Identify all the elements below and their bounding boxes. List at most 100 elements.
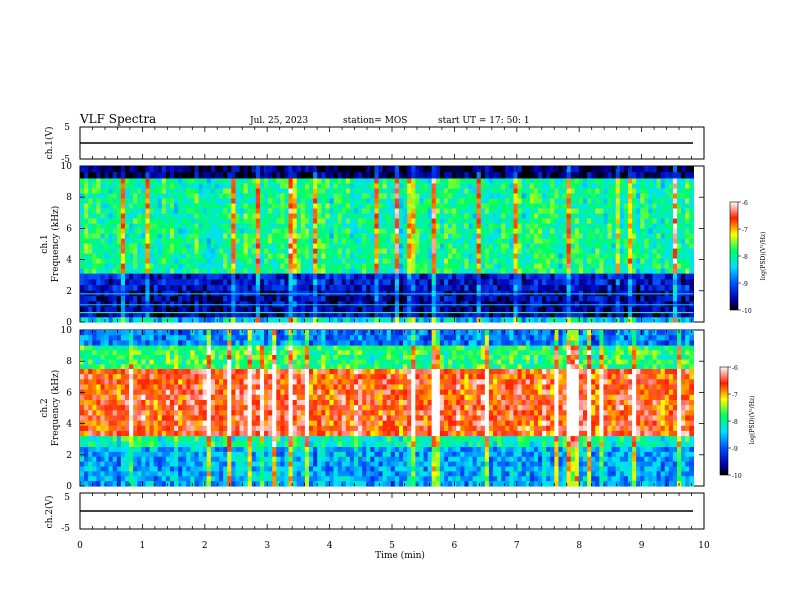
- spec1-cell: [664, 253, 670, 260]
- spec1-cell: [108, 306, 114, 313]
- spec1-cell: [493, 258, 498, 265]
- spec1-cell: [677, 248, 682, 255]
- spec1-cell: [403, 178, 408, 185]
- spec1-cell: [574, 279, 580, 286]
- spec1-cell: [349, 218, 355, 225]
- spec1-cell: [648, 312, 654, 318]
- spec1-cell: [435, 223, 441, 230]
- spec1-cell: [251, 243, 257, 250]
- spec1-cell: [349, 317, 355, 323]
- spec1-cell: [272, 208, 277, 215]
- spec1-cell: [116, 166, 122, 173]
- spec1-cell: [96, 183, 102, 190]
- spec1-cell: [129, 198, 134, 205]
- spec1-cell: [484, 233, 490, 240]
- spec1-cell: [627, 183, 633, 190]
- spec1-cell: [374, 188, 380, 195]
- spec1-cell: [235, 273, 241, 280]
- spec1-cell: [501, 188, 506, 195]
- spec2-cell: [186, 335, 192, 341]
- spec1-cell: [202, 285, 208, 292]
- spec1-cell: [88, 279, 93, 286]
- spec1-cell: [636, 273, 641, 280]
- spec2-cell: [681, 330, 686, 336]
- spec1-cell: [116, 243, 122, 250]
- spec1-cell: [288, 285, 294, 292]
- spec1-cell: [349, 223, 355, 230]
- spec1-cell: [427, 166, 433, 173]
- spec1-cell: [374, 172, 380, 180]
- spec1-cell: [456, 273, 461, 280]
- spec1-cell: [276, 218, 281, 225]
- spec1-cell: [280, 213, 286, 220]
- spec1-cell: [525, 306, 531, 313]
- spec1-cell: [214, 208, 220, 215]
- spec1-cell: [640, 198, 645, 205]
- spec1-cell: [120, 248, 126, 255]
- spec1-cell: [337, 208, 343, 215]
- spec1-cell: [415, 178, 421, 185]
- spec1-cell: [153, 243, 159, 250]
- spec1-cell: [309, 296, 314, 302]
- spec1-cell: [460, 183, 465, 190]
- spec1-cell: [337, 183, 343, 190]
- spec1-cell: [456, 306, 461, 313]
- spec1-cell: [427, 203, 433, 210]
- spec1-cell: [513, 306, 519, 313]
- spec1-cell: [493, 213, 498, 220]
- spec1-cell: [501, 228, 506, 235]
- spec1-cell: [525, 203, 531, 210]
- spec1-cell: [190, 228, 196, 235]
- spec1-cell: [488, 312, 494, 318]
- spec1-cell: [280, 263, 286, 270]
- spec1-cell: [239, 312, 245, 318]
- spec1-cell: [533, 253, 539, 260]
- spec1-cell: [333, 279, 339, 286]
- spec1-cell: [182, 306, 187, 313]
- spec1-cell: [206, 208, 212, 215]
- spec1-cell: [460, 312, 465, 318]
- spec1-cell: [386, 285, 392, 292]
- spec1-cell: [227, 218, 232, 225]
- spec1-cell: [668, 317, 674, 323]
- spec1-cell: [353, 285, 359, 292]
- spec1-cell: [533, 233, 539, 240]
- spec1-cell: [264, 188, 269, 195]
- spec1-cell: [431, 296, 437, 302]
- spec1-cell: [668, 312, 674, 318]
- spec1-cell: [284, 208, 290, 215]
- spec1-cell: [603, 203, 609, 210]
- spec1-cell: [685, 193, 690, 200]
- spec1-cell: [174, 317, 179, 323]
- spec1-cell: [239, 248, 245, 255]
- spec1-cell: [648, 263, 654, 270]
- spec1-cell: [235, 296, 241, 302]
- spec1-cell: [603, 243, 609, 250]
- spec1-cell: [317, 273, 322, 280]
- spec1-cell: [374, 183, 380, 190]
- spec1-cell: [362, 218, 367, 225]
- spec1-cell: [370, 228, 376, 235]
- start-time-label: start UT = 17: 50: 1: [438, 116, 530, 126]
- spec1-cell: [202, 248, 208, 255]
- spec1-cell: [439, 172, 445, 180]
- spec1-cell: [554, 238, 560, 245]
- spec1-cell: [161, 172, 167, 180]
- spec1-cell: [578, 279, 584, 286]
- spec1-cell: [578, 285, 584, 292]
- spec1-cell: [198, 188, 204, 195]
- spec1-cell: [194, 228, 200, 235]
- spec1-cell: [214, 203, 220, 210]
- spec1-cell: [80, 285, 85, 292]
- spec1-cell: [108, 296, 114, 302]
- spec1-cell: [497, 228, 502, 235]
- spec1-cell: [182, 233, 187, 240]
- spec2-cell: [329, 330, 335, 336]
- spec1-cell: [390, 223, 396, 230]
- spec1-cell: [104, 312, 110, 318]
- spec1-cell: [247, 248, 253, 255]
- spec2-cell: [198, 330, 204, 336]
- spec1-cell: [574, 178, 580, 185]
- spec1-cell: [640, 263, 645, 270]
